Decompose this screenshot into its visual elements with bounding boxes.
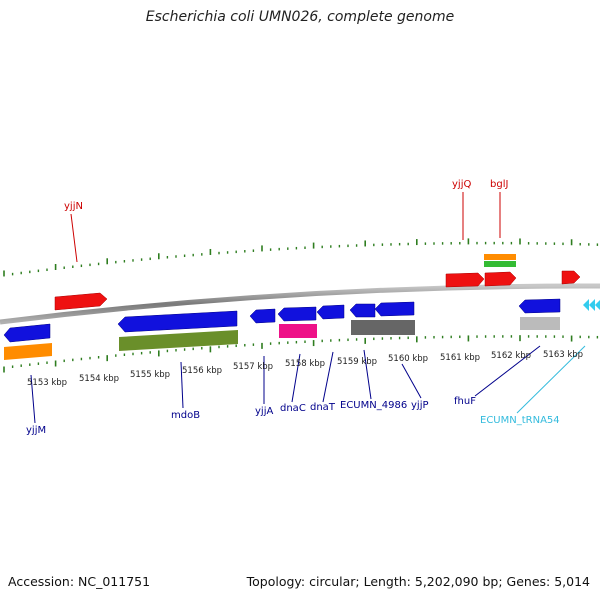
gene-mdoB[interactable] xyxy=(117,310,238,333)
gene-yjjN[interactable] xyxy=(54,292,108,311)
gene-yjjA[interactable] xyxy=(249,308,276,324)
label-leaders xyxy=(30,192,586,424)
scale-label: 5162 kbp xyxy=(491,351,531,361)
scale-label: 5153 kbp xyxy=(27,378,67,388)
gene-dnaC[interactable] xyxy=(277,306,317,322)
gene-label-yjjQ[interactable]: yjjQ xyxy=(452,179,471,190)
upper-tick-ruler xyxy=(3,238,599,277)
gene-labels: yjjN yjjQ bglJ yjjM mdoB yjjA dnaC dnaT … xyxy=(26,179,560,436)
gene-label-dnaC[interactable]: dnaC xyxy=(280,403,306,414)
scale-label: 5156 kbp xyxy=(182,366,222,376)
gene-yjjP[interactable] xyxy=(374,301,415,317)
reverse-strand-genes xyxy=(3,298,561,343)
cds-bglJ-green xyxy=(484,261,516,267)
cds-fhuF-lightgray xyxy=(520,317,560,330)
scale-label: 5154 kbp xyxy=(79,374,119,384)
topology-text: Topology: circular; Length: 5,202,090 bp… xyxy=(246,574,590,589)
trna-ECUMN-tRNA54[interactable] xyxy=(583,299,600,311)
map-title: Escherichia coli UMN026, complete genome xyxy=(145,9,455,25)
gene-label-bglJ[interactable]: bglJ xyxy=(490,179,508,190)
cds-dnaC-pink xyxy=(279,324,317,338)
scale-label: 5155 kbp xyxy=(130,370,170,380)
gene-yjjQ[interactable] xyxy=(445,272,485,288)
gene-label-yjjM[interactable]: yjjM xyxy=(26,425,46,436)
gene-ECUMN-4986[interactable] xyxy=(349,303,376,318)
scale-label: 5157 kbp xyxy=(233,362,273,372)
gene-label-yjjP[interactable]: yjjP xyxy=(411,400,429,411)
gene-bglJ[interactable] xyxy=(484,271,517,287)
gene-fhuF[interactable] xyxy=(518,298,561,314)
scale-label: 5163 kbp xyxy=(543,350,583,360)
scale-label: 5158 kbp xyxy=(285,359,325,369)
scale-label: 5161 kbp xyxy=(440,353,480,363)
lower-tick-ruler xyxy=(3,335,599,373)
accession-text: Accession: NC_011751 xyxy=(8,574,151,589)
gene-label-mdoB[interactable]: mdoB xyxy=(171,410,200,421)
scale-labels: 5153 kbp 5154 kbp 5155 kbp 5156 kbp 5157… xyxy=(27,350,583,388)
gene-label-fhuF[interactable]: fhuF xyxy=(454,396,476,407)
cds-bglJ-orange xyxy=(484,254,516,260)
gene-label-yjjN[interactable]: yjjN xyxy=(64,201,83,212)
gene-label-dnaT[interactable]: dnaT xyxy=(310,402,336,413)
scale-label: 5159 kbp xyxy=(337,357,377,367)
trna-label-ECUMN-tRNA54[interactable]: ECUMN_tRNA54 xyxy=(480,415,560,426)
cds-yjjM-orange xyxy=(4,343,52,360)
gene-forward-right[interactable] xyxy=(561,270,581,285)
genome-backbone xyxy=(0,283,600,325)
cds-ECUMN-4986-gray xyxy=(351,320,415,335)
forward-strand-genes xyxy=(54,270,581,311)
gene-yjjM[interactable] xyxy=(3,323,51,343)
gene-dnaT[interactable] xyxy=(316,304,345,320)
cds-mdoB-olive xyxy=(119,330,238,351)
scale-label: 5160 kbp xyxy=(388,354,428,364)
gene-label-yjjA[interactable]: yjjA xyxy=(255,406,273,417)
gene-label-ECUMN-4986[interactable]: ECUMN_4986 xyxy=(340,400,407,411)
